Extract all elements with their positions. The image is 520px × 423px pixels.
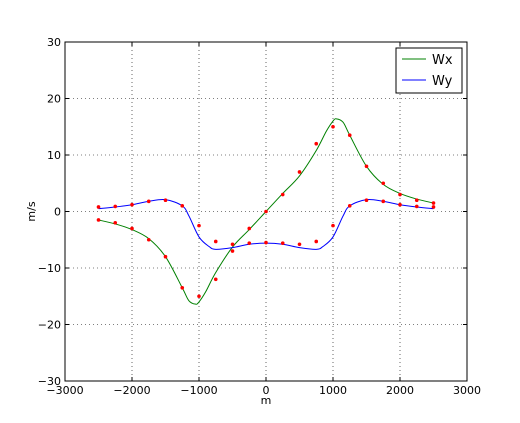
- legend-label-wx: Wx: [432, 53, 453, 68]
- y-tick-label: −10: [38, 262, 61, 275]
- sample-point: [130, 226, 134, 231]
- sample-point: [364, 198, 369, 202]
- y-tick-label: −20: [38, 319, 61, 332]
- sample-point: [381, 181, 386, 186]
- sample-point: [398, 202, 402, 207]
- sample-point: [180, 285, 185, 290]
- sample-point: [163, 198, 168, 202]
- sample-point: [381, 199, 386, 204]
- sample-point: [431, 205, 436, 209]
- sample-point: [398, 192, 402, 197]
- x-axis-label: m: [261, 394, 272, 407]
- legend-box: [395, 47, 463, 94]
- sample-point: [113, 221, 118, 225]
- axis-ticks: −3000 −2000 −1000 0 1000 2000 3000 −30 −20 −10 0 10…: [38, 36, 481, 397]
- x-tick-label: 1000: [319, 384, 347, 397]
- sample-point: [130, 202, 134, 207]
- sample-point: [113, 204, 118, 209]
- sample-point: [331, 124, 335, 129]
- y-tick-label: 20: [47, 93, 61, 106]
- sample-point: [280, 192, 285, 197]
- sample-point: [230, 249, 235, 253]
- sample-point: [213, 277, 218, 282]
- sample-point: [96, 205, 101, 209]
- sample-point: [314, 239, 319, 244]
- x-tick-label: 2000: [386, 384, 414, 397]
- sample-point: [180, 204, 185, 208]
- sample-point: [347, 133, 352, 138]
- sample-point: [264, 240, 268, 245]
- sample-points: [96, 124, 436, 299]
- sample-point: [163, 254, 168, 259]
- sample-point: [297, 242, 302, 247]
- sample-point: [297, 170, 302, 174]
- sample-point: [280, 241, 285, 245]
- sample-point: [230, 242, 235, 247]
- y-tick-label: 10: [47, 149, 61, 162]
- sample-point: [146, 237, 151, 242]
- y-tick-label: 0: [54, 206, 61, 219]
- sample-point: [414, 204, 419, 209]
- x-tick-label: 3000: [453, 384, 481, 397]
- x-tick-label: −2000: [113, 384, 150, 397]
- y-tick-label: −30: [38, 375, 61, 388]
- x-tick-label: −1000: [180, 384, 217, 397]
- x-tick-label: −3000: [46, 384, 83, 397]
- sample-point: [247, 226, 252, 231]
- sample-point: [331, 223, 335, 228]
- y-tick-label: 30: [47, 36, 61, 49]
- y-axis-label: m/s: [25, 201, 38, 221]
- legend-label-wy: Wy: [432, 74, 453, 89]
- sample-point: [213, 239, 218, 244]
- sample-point: [347, 204, 352, 208]
- sample-point: [314, 141, 319, 146]
- sample-point: [414, 198, 419, 202]
- sample-point: [264, 209, 268, 214]
- legend: Wx Wy: [395, 47, 463, 94]
- sample-point: [146, 199, 151, 204]
- sample-point: [364, 164, 369, 169]
- sample-point: [197, 223, 201, 228]
- sample-point: [247, 241, 252, 245]
- sample-point: [431, 201, 436, 205]
- sample-point: [96, 218, 101, 222]
- x-tick-label: 0: [263, 384, 270, 397]
- sample-point: [197, 294, 201, 299]
